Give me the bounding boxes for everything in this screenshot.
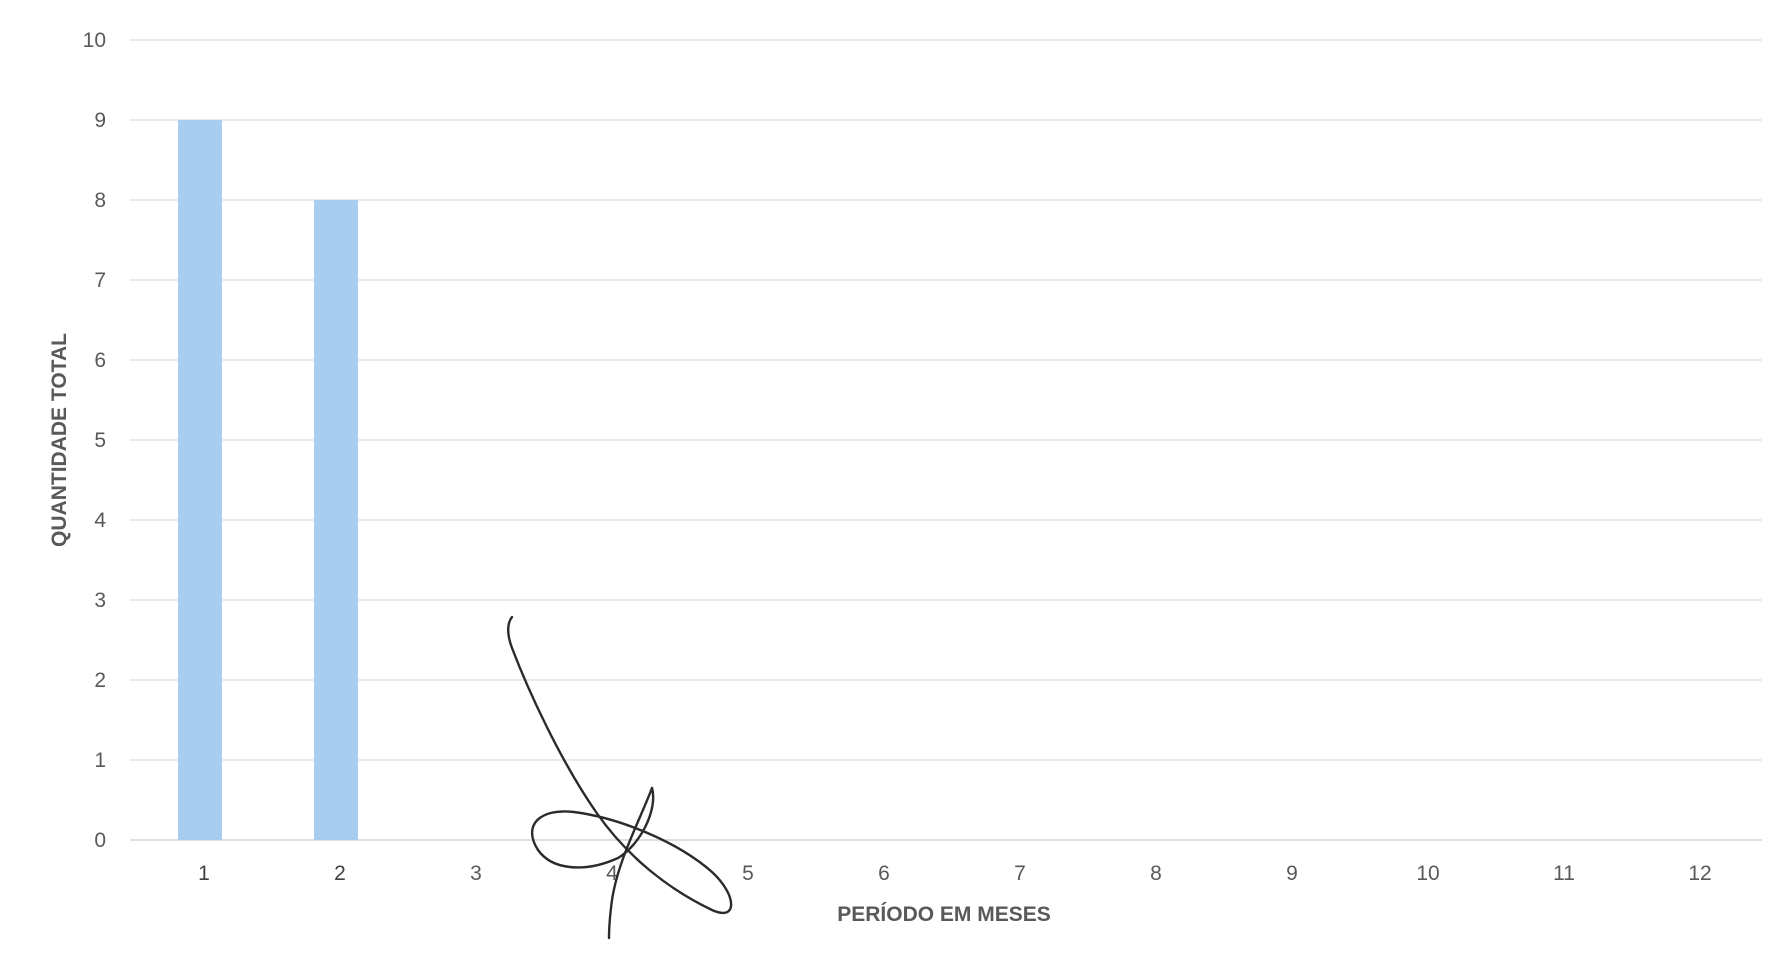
x-tick-label: 10 <box>1416 862 1439 885</box>
x-tick-label: 8 <box>1150 862 1162 885</box>
x-tick-label: 7 <box>1014 862 1026 885</box>
gridlines <box>130 39 1762 841</box>
x-tick-label: 1 <box>198 862 210 885</box>
x-axis-ticks: 1 2 3 4 5 6 7 8 9 10 11 12 <box>198 862 1712 885</box>
y-tick-label: 1 <box>94 749 106 772</box>
y-tick-label: 4 <box>94 509 106 532</box>
y-tick-label: 0 <box>94 829 106 852</box>
y-tick-label: 3 <box>94 589 106 612</box>
x-tick-label: 2 <box>334 862 346 885</box>
x-tick-label: 5 <box>742 862 754 885</box>
y-axis-title: QUANTIDADE TOTAL <box>48 333 71 547</box>
x-tick-label: 9 <box>1286 862 1298 885</box>
bars <box>178 120 358 840</box>
y-tick-label: 5 <box>94 429 106 452</box>
y-tick-label: 7 <box>94 269 106 292</box>
bar <box>314 200 358 840</box>
y-tick-label: 9 <box>94 109 106 132</box>
y-tick-label: 10 <box>83 29 106 52</box>
x-tick-label: 6 <box>878 862 890 885</box>
bar <box>178 120 222 840</box>
x-axis-title: PERÍODO EM MESES <box>837 903 1051 926</box>
x-tick-label: 4 <box>606 862 618 885</box>
x-tick-label: 3 <box>470 862 482 885</box>
y-tick-label: 6 <box>94 349 106 372</box>
handwritten-signature <box>507 615 733 940</box>
y-axis-ticks: 0 1 2 3 4 5 6 7 8 9 10 <box>83 29 107 852</box>
x-tick-label: 11 <box>1553 862 1575 885</box>
y-tick-label: 2 <box>94 669 106 692</box>
y-tick-label: 8 <box>94 189 106 212</box>
x-tick-label: 12 <box>1688 862 1711 885</box>
